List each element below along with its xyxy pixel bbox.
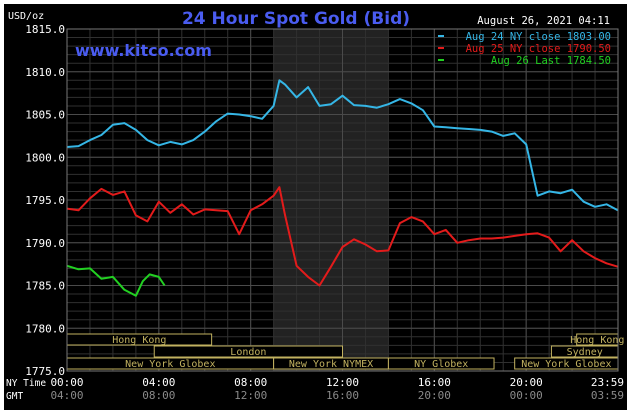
session-label: NY Globex — [414, 359, 468, 370]
chart-date: August 26, 2021 04:11 — [477, 15, 610, 27]
x-axis-row-label: NY Time — [6, 378, 46, 389]
session-label: New York Globex — [521, 359, 611, 370]
x-tick-label: 20:00 — [510, 376, 543, 389]
y-tick-label: 1780.0 — [25, 322, 65, 335]
session-label: Hong Kong — [570, 335, 624, 346]
y-tick-label: 1805.0 — [25, 109, 65, 122]
y-tick-label: 1785.0 — [25, 280, 65, 293]
legend-entry: Aug 25 NY close 1790.50 — [466, 43, 611, 55]
y-tick-label: 1775.0 — [25, 365, 65, 378]
watermark: www.kitco.com — [75, 41, 212, 60]
y-tick-label: 1790.0 — [25, 237, 65, 250]
x-tick-label: 20:00 — [418, 389, 451, 402]
x-axis-row-label: GMT — [6, 391, 23, 402]
x-tick-label: 00:00 — [50, 376, 83, 389]
x-tick-label: 00:00 — [510, 389, 543, 402]
session-label: Sydney — [567, 347, 603, 358]
x-tick-label: 12:00 — [234, 389, 267, 402]
x-tick-label: 04:00 — [142, 376, 175, 389]
session-label: London — [230, 347, 266, 358]
x-tick-label: 23:59 — [591, 376, 624, 389]
session-bar — [387, 357, 495, 370]
x-tick-label: 08:00 — [142, 389, 175, 402]
price-series-line — [66, 264, 166, 297]
y-tick-label: 1800.0 — [25, 151, 65, 164]
chart-title: 24 Hour Spot Gold (Bid) — [182, 9, 410, 29]
y-tick-label: 1810.0 — [25, 66, 65, 79]
price-series-line — [66, 186, 619, 287]
session-label: New York Globex — [125, 359, 215, 370]
x-tick-label: 16:00 — [418, 376, 451, 389]
x-tick-label: 12:00 — [326, 376, 359, 389]
session-label: New York NYMEX — [289, 359, 373, 370]
y-axis-unit-label: USD/oz — [8, 11, 44, 22]
x-tick-label: 04:00 — [50, 389, 83, 402]
session-label: Hong Kong — [112, 335, 166, 346]
legend-entry: Aug 26 Last 1784.50 — [491, 55, 611, 67]
session-bar — [153, 345, 343, 358]
x-tick-label: 03:59 — [591, 389, 624, 402]
price-series-line — [66, 79, 619, 212]
legend-entry: Aug 24 NY close 1803.00 — [466, 31, 611, 43]
x-tick-label: 08:00 — [234, 376, 267, 389]
y-tick-label: 1795.0 — [25, 194, 65, 207]
x-tick-label: 16:00 — [326, 389, 359, 402]
plot-frame — [66, 28, 619, 372]
y-tick-label: 1815.0 — [25, 23, 65, 36]
